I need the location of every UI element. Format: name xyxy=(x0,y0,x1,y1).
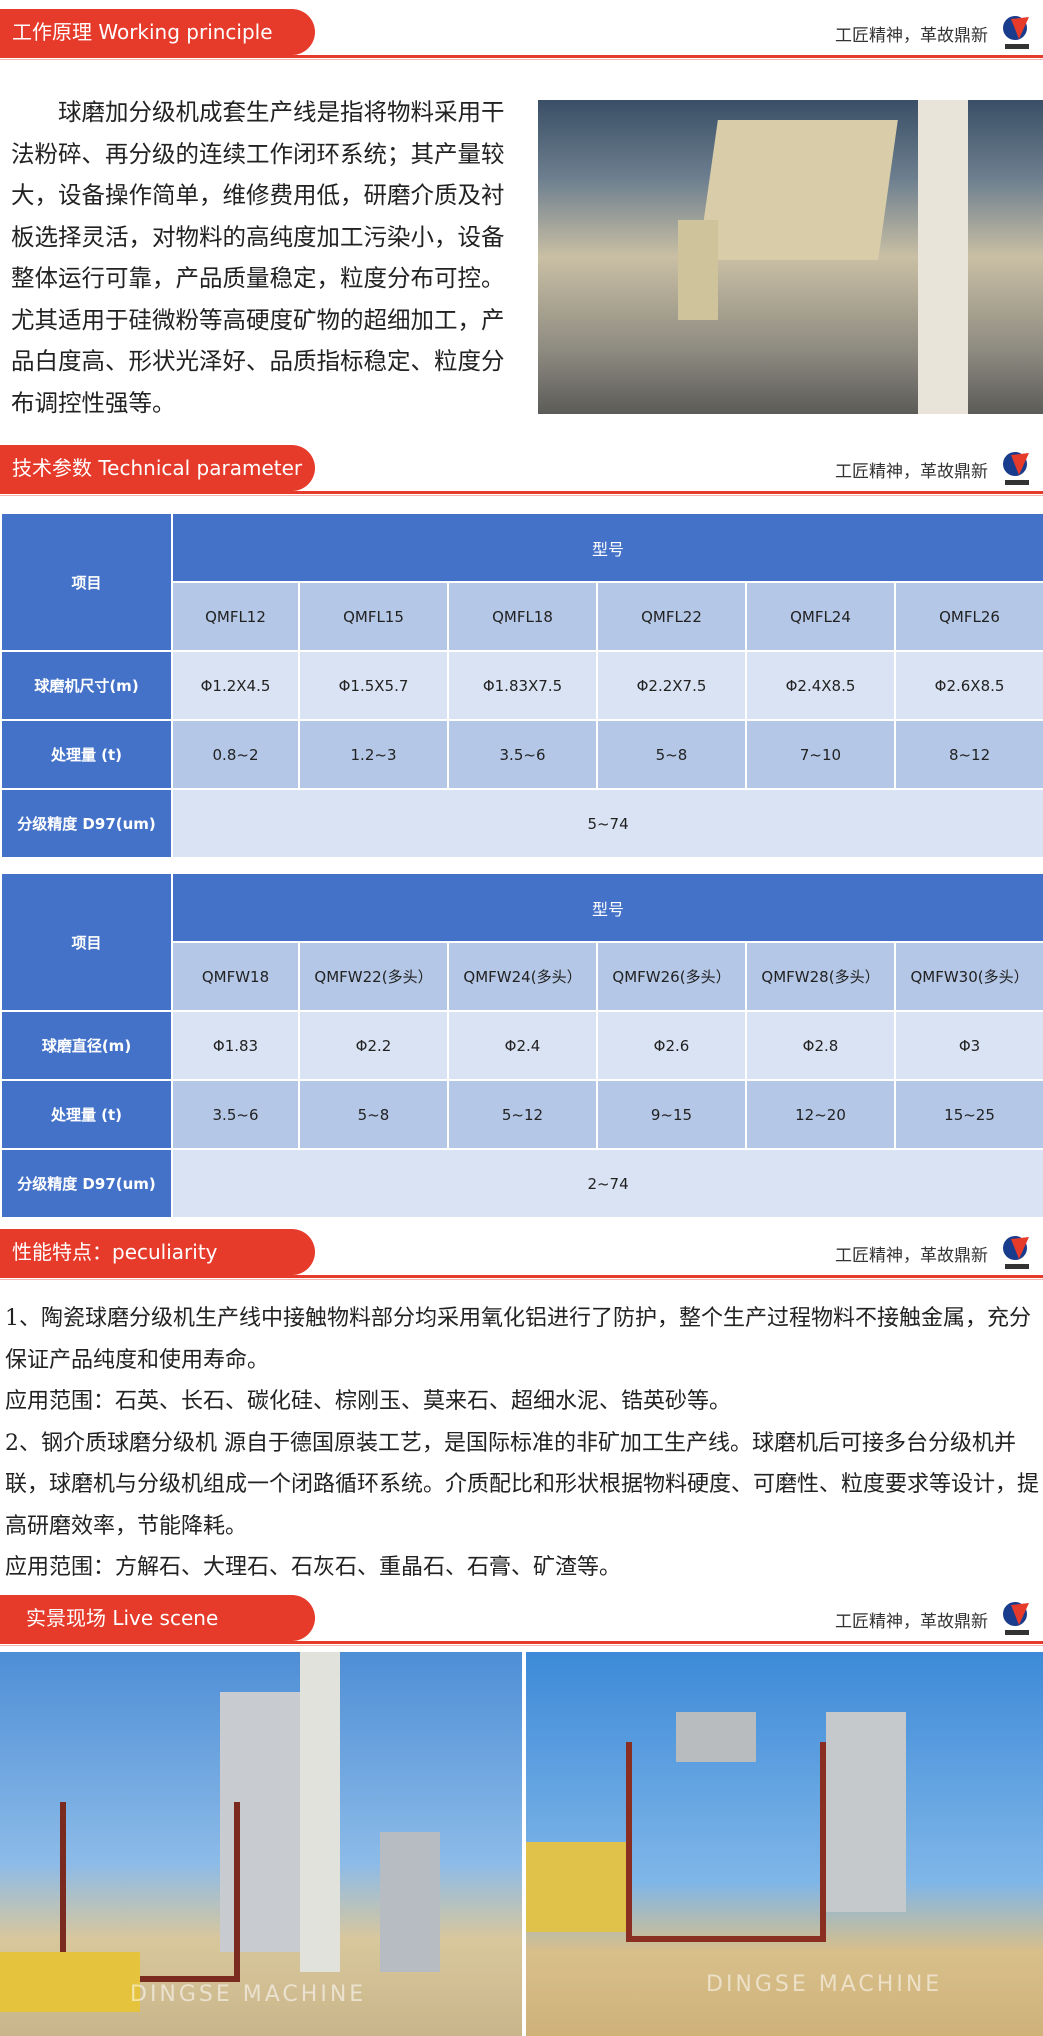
model-cell: QMFL12 xyxy=(171,581,300,652)
model-cell: QMFL15 xyxy=(298,581,449,652)
value-cell: Φ1.83X7.5 xyxy=(447,650,598,721)
feature-steel-applications: 应用范围：方解石、大理石、石灰石、重晶石、石膏、矿渣等。 xyxy=(5,1555,622,1580)
value-cell: 1.2~3 xyxy=(298,719,449,790)
parameter-table-qmfl: 项目 型号 QMFL12 QMFL15 QMFL18 QMFL22 QMFL24 … xyxy=(0,512,1043,859)
working-photo xyxy=(538,100,1043,414)
value-cell: Φ2.6X8.5 xyxy=(893,650,1043,721)
model-cell: QMFW28(多头） xyxy=(745,941,896,1012)
row-label: 分级精度 D97(um) xyxy=(0,788,173,859)
working-principle-text: 球磨加分级机成套生产线是指将物料采用干法粉碎、再分级的连续工作闭环系统；其产量较… xyxy=(11,98,505,417)
section-header-live: 实景现场 Live scene 工匠精神，革故鼎新 xyxy=(0,1595,1043,1646)
value-cell: 2~74 xyxy=(170,1148,1043,1219)
value-cell: 3.5~6 xyxy=(447,719,598,790)
value-cell: 5~12 xyxy=(447,1079,598,1150)
slogan: 工匠精神，革故鼎新 xyxy=(835,26,988,46)
value-cell: Φ2.6 xyxy=(596,1010,747,1081)
row-label: 分级精度 D97(um) xyxy=(0,1148,173,1219)
table-row: 球磨直径(m) Φ1.83 Φ2.2 Φ2.4 Φ2.6 Φ2.8 Φ3 xyxy=(0,1010,1043,1081)
value-cell: Φ3 xyxy=(893,1010,1043,1081)
live-scene-photo-right: DINGSE MACHINE xyxy=(526,1652,1043,2036)
model-header: 型号 xyxy=(170,512,1043,583)
model-cell: QMFW24(多头） xyxy=(447,941,598,1012)
item-header: 项目 xyxy=(0,872,173,1012)
divider xyxy=(0,495,1043,496)
table-row: 球磨机尺寸(m) Φ1.2X4.5 Φ1.5X5.7 Φ1.83X7.5 Φ2.… xyxy=(0,650,1043,721)
model-cell: QMFW26(多头） xyxy=(596,941,747,1012)
section-header-peculiarity: 性能特点：peculiarity 工匠精神，革故鼎新 xyxy=(0,1229,1043,1280)
gd-logo-icon xyxy=(1003,1236,1029,1269)
live-scene-photo-left: DINGSE MACHINE xyxy=(0,1652,522,2036)
divider xyxy=(0,59,1043,60)
model-cell: QMFW18 xyxy=(171,941,300,1012)
value-cell: Φ2.4X8.5 xyxy=(745,650,896,721)
value-cell: 7~10 xyxy=(745,719,896,790)
feature-ceramic: 1、陶瓷球磨分级机生产线中接触物料部分均采用氧化铝进行了防护，整个生产过程物料不… xyxy=(5,1306,1032,1373)
value-cell: Φ1.83 xyxy=(171,1010,300,1081)
value-cell: 15~25 xyxy=(893,1079,1043,1150)
divider xyxy=(0,1645,1043,1646)
feature-ceramic-applications: 应用范围：石英、长石、碳化硅、棕刚玉、莫来石、超细水泥、锆英砂等。 xyxy=(5,1389,732,1414)
table-row: 处理量 (t) 0.8~2 1.2~3 3.5~6 5~8 7~10 8~12 xyxy=(0,719,1043,790)
slogan: 工匠精神，革故鼎新 xyxy=(835,1612,988,1632)
section-title: 性能特点：peculiarity xyxy=(0,1229,315,1275)
divider xyxy=(0,491,1043,494)
value-cell: 9~15 xyxy=(596,1079,747,1150)
feature-steel: 2、钢介质球磨分级机 源自于德国原装工艺，是国际标准的非矿加工生产线。球磨机后可… xyxy=(5,1430,1040,1539)
gd-logo-icon xyxy=(1003,1602,1029,1635)
table-row: 分级精度 D97(um) 2~74 xyxy=(0,1148,1043,1219)
section-title: 工作原理 Working principle xyxy=(0,9,315,55)
value-cell: Φ2.2X7.5 xyxy=(596,650,747,721)
value-cell: 3.5~6 xyxy=(171,1079,300,1150)
model-cell: QMFW30(多头） xyxy=(893,941,1043,1012)
table-row: 分级精度 D97(um) 5~74 xyxy=(0,788,1043,859)
parameter-table-qmfw: 项目 型号 QMFW18 QMFW22(多头） QMFW24(多头） QMFW26… xyxy=(0,872,1043,1219)
item-header: 项目 xyxy=(0,512,173,652)
divider xyxy=(0,55,1043,58)
model-cell: QMFL22 xyxy=(596,581,747,652)
section-header-tech: 技术参数 Technical parameter 工匠精神，革故鼎新 xyxy=(0,445,1043,496)
section-title: 实景现场 Live scene xyxy=(0,1595,315,1641)
value-cell: 12~20 xyxy=(745,1079,896,1150)
value-cell: 0.8~2 xyxy=(171,719,300,790)
divider xyxy=(0,1641,1043,1644)
model-cell: QMFL18 xyxy=(447,581,598,652)
row-label: 球磨机尺寸(m) xyxy=(0,650,173,721)
value-cell: 5~74 xyxy=(170,788,1043,859)
table-row: 处理量 (t) 3.5~6 5~8 5~12 9~15 12~20 15~25 xyxy=(0,1079,1043,1150)
watermark: DINGSE MACHINE xyxy=(706,1972,943,1997)
value-cell: Φ2.4 xyxy=(447,1010,598,1081)
value-cell: 5~8 xyxy=(596,719,747,790)
value-cell: Φ1.5X5.7 xyxy=(298,650,449,721)
value-cell: Φ2.2 xyxy=(298,1010,449,1081)
slogan: 工匠精神，革故鼎新 xyxy=(835,462,988,482)
row-label: 球磨直径(m) xyxy=(0,1010,173,1081)
value-cell: 8~12 xyxy=(893,719,1043,790)
watermark: DINGSE MACHINE xyxy=(130,1982,367,2007)
value-cell: Φ1.2X4.5 xyxy=(171,650,300,721)
features-text: 1、陶瓷球磨分级机生产线中接触物料部分均采用氧化铝进行了防护，整个生产过程物料不… xyxy=(5,1298,1040,1589)
divider xyxy=(0,1279,1043,1280)
model-header: 型号 xyxy=(170,872,1043,943)
model-cell: QMFL24 xyxy=(745,581,896,652)
slogan: 工匠精神，革故鼎新 xyxy=(835,1246,988,1266)
section-header-working: 工作原理 Working principle 工匠精神，革故鼎新 xyxy=(0,9,1043,60)
row-label: 处理量 (t) xyxy=(0,1079,173,1150)
value-cell: 5~8 xyxy=(298,1079,449,1150)
model-cell: QMFW22(多头） xyxy=(298,941,449,1012)
model-cell: QMFL26 xyxy=(893,581,1043,652)
gd-logo-icon xyxy=(1003,452,1029,485)
gd-logo-icon xyxy=(1003,16,1029,49)
value-cell: Φ2.8 xyxy=(745,1010,896,1081)
section-title: 技术参数 Technical parameter xyxy=(0,445,315,491)
row-label: 处理量 (t) xyxy=(0,719,173,790)
divider xyxy=(0,1275,1043,1278)
